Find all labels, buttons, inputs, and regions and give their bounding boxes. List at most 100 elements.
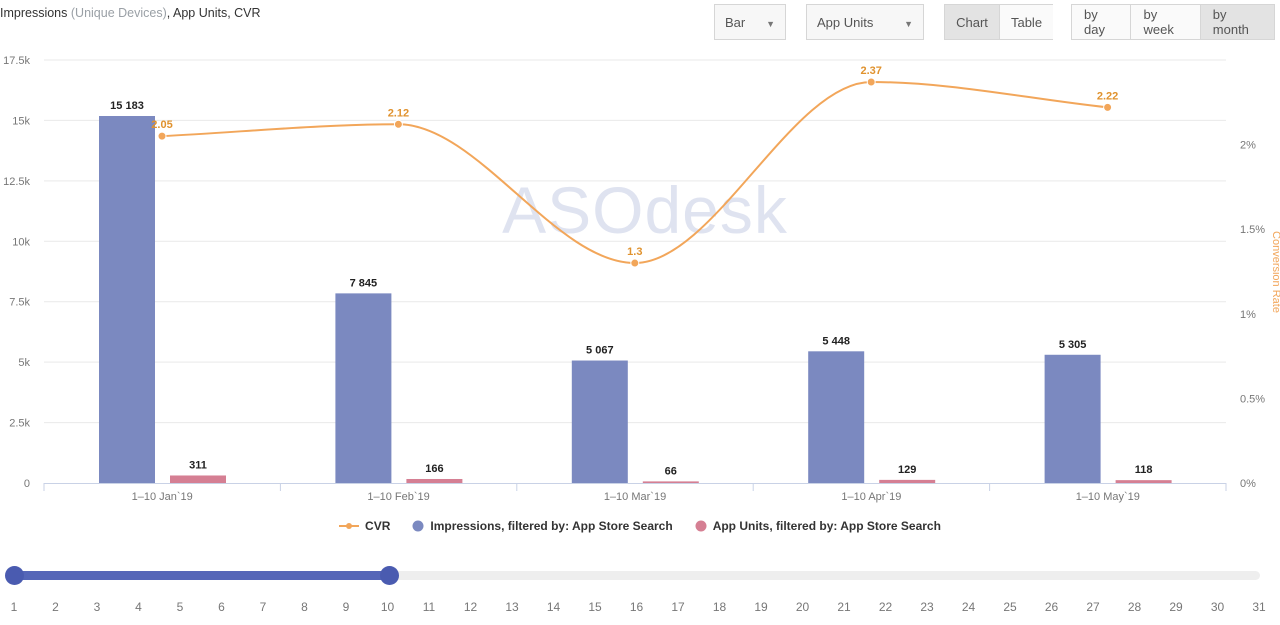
day-tick-label: 17 — [671, 600, 685, 614]
impressions-bar[interactable] — [335, 293, 392, 483]
day-tick-label: 8 — [301, 600, 308, 614]
range-slider-end-handle[interactable] — [380, 566, 399, 585]
tab-by-month[interactable]: by month — [1200, 5, 1275, 39]
range-slider-selection[interactable] — [14, 571, 389, 580]
range-slider-track[interactable] — [14, 571, 1260, 580]
y-left-tick-label: 10k — [12, 236, 30, 248]
legend-label-app-units: App Units, filtered by: App Store Search — [712, 519, 941, 533]
x-tick-label: 1–10 Mar`19 — [604, 491, 666, 503]
cvr-data-label: 1.3 — [627, 246, 642, 258]
day-tick-label: 31 — [1252, 600, 1266, 614]
circle-marker-icon — [695, 520, 707, 532]
view-toggle: Chart Table — [944, 4, 1053, 40]
day-tick-label: 23 — [920, 600, 934, 614]
day-tick-label: 27 — [1086, 600, 1100, 614]
y-left-tick-label: 17.5k — [3, 55, 30, 67]
chart-title: Impressions (Unique Devices), App Units,… — [0, 6, 261, 20]
tab-by-day[interactable]: by day — [1072, 5, 1132, 39]
impressions-data-label: 15 183 — [110, 100, 144, 112]
y-left-tick-label: 0 — [24, 478, 30, 490]
app-units-bar[interactable] — [642, 481, 699, 483]
cvr-point[interactable] — [630, 258, 640, 268]
day-tick-label: 29 — [1169, 600, 1183, 614]
y-right-tick-label: 0% — [1240, 478, 1256, 490]
y-left-tick-label: 2.5k — [9, 418, 30, 430]
range-slider-start-handle[interactable] — [5, 566, 24, 585]
grid-lines — [44, 59, 1226, 424]
day-tick-label: 2 — [52, 600, 59, 614]
impressions-data-label: 7 845 — [350, 277, 378, 289]
x-tick-label: 1–10 Feb`19 — [367, 491, 429, 503]
day-tick-label: 13 — [505, 600, 519, 614]
impressions-bar[interactable] — [1044, 354, 1101, 483]
cvr-line-series — [157, 77, 1113, 268]
y-right-axis-title: Conversion Rate — [1270, 231, 1280, 313]
day-tick-label: 19 — [754, 600, 768, 614]
title-main: Impressions — [0, 6, 68, 20]
legend-item-app-units[interactable]: App Units, filtered by: App Store Search — [695, 519, 941, 533]
impressions-data-label: 5 067 — [586, 345, 614, 357]
metric-select[interactable]: App Units ▼ — [806, 4, 924, 40]
metric-value: App Units — [817, 14, 874, 30]
y-right-tick-label: 1% — [1240, 309, 1256, 321]
day-tick-label: 22 — [878, 600, 893, 614]
cvr-data-label: 2.22 — [1097, 90, 1118, 102]
app-units-bar[interactable] — [170, 475, 226, 483]
app-units-bar[interactable] — [406, 478, 463, 483]
axes: 0 2.5k 5k 7.5k 10k 12.5k 15k 17.5k 0% 0.5% 1% 1.5% 2… — [3, 55, 1280, 503]
cvr-data-label: 2.37 — [860, 65, 881, 77]
app-units-bar[interactable] — [879, 479, 936, 483]
day-tick-label: 11 — [422, 600, 436, 614]
day-tick-label: 16 — [629, 600, 644, 614]
day-tick-label: 30 — [1210, 600, 1225, 614]
data-labels: 15 183 311 7 845 166 5 067 66 5 448 129 5 305 118… — [110, 65, 1152, 477]
impressions-bar[interactable] — [99, 116, 155, 484]
app-units-data-label: 129 — [898, 464, 916, 476]
watermark: ASOdesk — [502, 173, 788, 247]
day-tick-label: 14 — [546, 600, 561, 614]
x-tick-label: 1–10 May`19 — [1076, 491, 1140, 503]
cvr-point[interactable] — [866, 77, 876, 87]
cvr-point[interactable] — [393, 119, 403, 129]
day-tick-label: 25 — [1003, 600, 1017, 614]
app-units-data-label: 311 — [189, 459, 207, 471]
x-tick-label: 1–10 Apr`19 — [841, 491, 901, 503]
day-tick-label: 28 — [1127, 600, 1142, 614]
chart-type-select[interactable]: Bar ▼ — [714, 4, 786, 40]
day-tick-label: 6 — [218, 600, 225, 614]
impressions-data-label: 5 448 — [822, 335, 850, 347]
y-left-tick-label: 15k — [12, 115, 30, 127]
tab-by-week[interactable]: by week — [1131, 5, 1201, 39]
day-tick-label: 5 — [176, 600, 184, 614]
legend-item-cvr[interactable]: CVR — [339, 519, 390, 533]
app-units-data-label: 166 — [425, 463, 443, 475]
day-tick-label: 15 — [588, 600, 602, 614]
tab-chart[interactable]: Chart — [945, 5, 1000, 39]
legend-label-impressions: Impressions, filtered by: App Store Sear… — [430, 519, 673, 533]
cvr-data-label: 2.05 — [151, 119, 172, 131]
day-tick-label: 26 — [1044, 600, 1059, 614]
period-toggle: by day by week by month — [1071, 4, 1275, 40]
day-tick-label: 4 — [135, 600, 142, 614]
impressions-data-label: 5 305 — [1059, 339, 1087, 351]
y-right-tick-label: 0.5% — [1240, 393, 1265, 405]
y-left-tick-label: 12.5k — [3, 176, 30, 188]
y-right-tick-label: 2% — [1240, 140, 1256, 152]
cvr-point[interactable] — [157, 131, 167, 141]
legend-item-impressions[interactable]: Impressions, filtered by: App Store Sear… — [412, 519, 673, 533]
cvr-point[interactable] — [1103, 102, 1113, 112]
title-sub: (Unique Devices) — [70, 6, 167, 20]
legend-label-cvr: CVR — [365, 519, 391, 533]
title-rest: , App Units, CVR — [166, 6, 261, 20]
impressions-bar[interactable] — [571, 360, 628, 483]
day-tick-label: 18 — [712, 600, 727, 614]
app-units-bar[interactable] — [1115, 480, 1172, 483]
impressions-bar[interactable] — [808, 351, 865, 483]
chart-canvas: ASOdesk 15 183 311 7 845 166 5 067 66 5 448 129… — [3, 55, 1280, 503]
bar-series — [99, 116, 1172, 484]
x-tick-label: 1–10 Jan`19 — [132, 491, 193, 503]
tab-table[interactable]: Table — [1000, 5, 1053, 39]
chart-legend: CVR Impressions, filtered by: App Store … — [0, 519, 1280, 533]
y-right-tick-label: 1.5% — [1240, 224, 1265, 236]
chevron-down-icon: ▼ — [904, 19, 913, 29]
